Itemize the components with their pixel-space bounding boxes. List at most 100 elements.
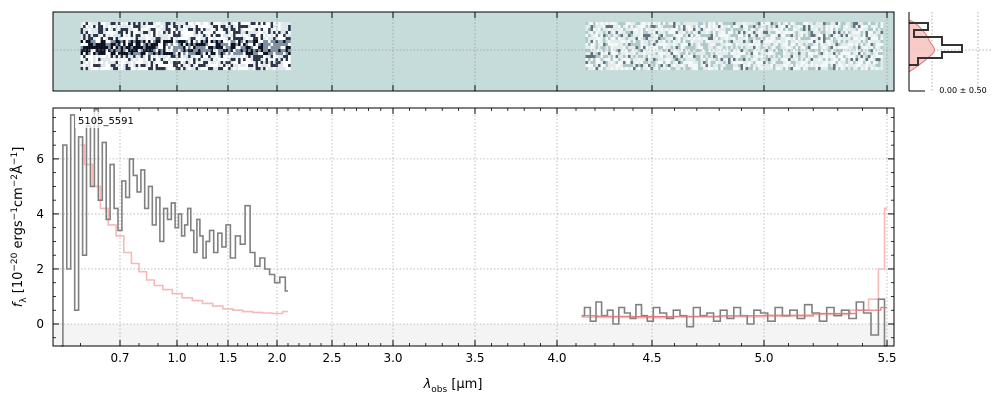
spectrum-2d-pixel: [720, 31, 724, 35]
spectrum-2d-pixel: [738, 64, 741, 68]
spectrum-2d-pixel: [230, 25, 234, 29]
spectrum-2d-pixel: [263, 28, 266, 32]
spectrum-2d-pixel: [95, 40, 99, 44]
spectrum-2d-pixel: [703, 31, 706, 35]
spectrum-2d-pixel: [728, 46, 731, 50]
spectrum-2d-pixel: [138, 40, 141, 44]
spectrum-2d-pixel: [860, 67, 864, 71]
spectrum-2d-pixel: [620, 61, 624, 65]
spectrum-2d-pixel: [723, 52, 726, 56]
spectrum-2d-pixel: [155, 40, 159, 44]
spectrum-2d-pixel: [168, 43, 171, 47]
spectrum-2d-pixel: [783, 46, 786, 50]
spectrum-2d-pixel: [88, 49, 91, 53]
spectrum-2d-pixel: [855, 28, 859, 32]
object-label: 5105_5591: [78, 116, 134, 127]
profile-label: 0.00 ± 0.50: [939, 86, 986, 95]
spectrum-2d-pixel: [248, 25, 251, 29]
spectrum-2d-pixel: [610, 58, 614, 62]
spectrum-2d-pixel: [610, 37, 614, 41]
spectrum-2d-pixel: [693, 61, 696, 65]
spectrum-2d-pixel: [855, 40, 859, 44]
spectrum-2d-pixel: [800, 46, 804, 50]
spectrum-2d-pixel: [730, 58, 734, 62]
spectrum-2d-pixel: [745, 49, 749, 53]
spectrum-2d-pixel: [680, 22, 684, 26]
spectrum-2d-pixel: [840, 61, 844, 65]
spectrum-2d-pixel: [175, 40, 179, 44]
spectrum-2d-pixel: [108, 58, 111, 62]
spectrum-2d-pixel: [738, 28, 741, 32]
spectrum-2d-pixel: [263, 64, 266, 68]
spectrum-2d-pixel: [168, 37, 171, 41]
spectrum-2d-pixel: [793, 34, 796, 38]
spectrum-2d-pixel: [770, 37, 774, 41]
spectrum-2d-pixel: [820, 64, 824, 68]
spectrum-2d-pixel: [158, 25, 161, 29]
spectrum-2d-pixel: [595, 49, 599, 53]
spectrum-2d-pixel: [880, 58, 884, 62]
spectrum-2d-pixel: [205, 52, 209, 56]
spectrum-2d-pixel: [743, 58, 746, 62]
spectrum-2d-pixel: [600, 43, 604, 47]
spectrum-2d-pixel: [783, 43, 786, 47]
spectrum-2d-pixel: [743, 67, 746, 71]
spectrum-2d-pixel: [195, 28, 199, 32]
spectrum-2d-pixel: [765, 43, 769, 47]
spectrum-2d-pixel: [843, 22, 846, 26]
spectrum-2d-pixel: [220, 31, 224, 35]
spectrum-2d-pixel: [680, 37, 684, 41]
spectrum-2d-pixel: [235, 67, 239, 71]
spectrum-2d-pixel: [653, 64, 656, 68]
spectrum-2d-pixel: [260, 37, 264, 41]
spectrum-2d-pixel: [675, 55, 679, 59]
spectrum-2d-pixel: [248, 52, 251, 56]
spectrum-2d-pixel: [713, 34, 716, 38]
spectrum-2d-pixel: [663, 64, 666, 68]
spectrum-2d-pixel: [90, 67, 94, 71]
spectrum-2d-pixel: [743, 28, 746, 32]
spectrum-2d-pixel: [88, 37, 91, 41]
spectrum-2d-pixel: [218, 28, 221, 32]
spectrum-2d-pixel: [788, 52, 791, 56]
spectrum-2d-pixel: [613, 46, 616, 50]
spectrum-2d-pixel: [173, 40, 176, 44]
spectrum-2d-pixel: [165, 37, 169, 41]
spectrum-2d-pixel: [588, 43, 591, 47]
spectrum-2d-pixel: [178, 31, 181, 35]
spectrum-2d-pixel: [108, 52, 111, 56]
spectrum-2d-pixel: [683, 28, 686, 32]
spectrum-2d-pixel: [165, 40, 169, 44]
spectrum-2d-pixel: [588, 25, 591, 29]
spectrum-2d-pixel: [740, 58, 744, 62]
spectrum-2d-pixel: [623, 25, 626, 29]
spectrum-2d-pixel: [818, 64, 821, 68]
spectrum-2d-pixel: [208, 25, 211, 29]
spectrum-2d-pixel: [128, 25, 131, 29]
spectrum-2d-pixel: [90, 64, 94, 68]
spectrum-2d-pixel: [838, 55, 841, 59]
spectrum-2d-pixel: [758, 64, 761, 68]
spectrum-2d-pixel: [875, 58, 879, 62]
spectrum-2d-pixel: [285, 34, 289, 38]
spectrum-2d-pixel: [255, 34, 259, 38]
spectrum-2d-pixel: [808, 31, 811, 35]
spectrum-2d-pixel: [188, 55, 191, 59]
spectrum-2d-pixel: [655, 46, 659, 50]
spectrum-2d-pixel: [600, 49, 604, 53]
spectrum-2d-pixel: [805, 52, 809, 56]
spectrum-2d-pixel: [835, 22, 839, 26]
spectrum-2d-pixel: [655, 61, 659, 65]
spectrum-2d-pixel: [850, 25, 854, 29]
spectrum-2d-pixel: [135, 31, 139, 35]
spectrum-2d-pixel: [860, 34, 864, 38]
spectrum-2d-pixel: [738, 43, 741, 47]
spectrum-2d-pixel: [823, 22, 826, 26]
spectrum-2d-pixel: [790, 31, 794, 35]
spectrum-2d-pixel: [860, 55, 864, 59]
spectrum-2d-pixel: [755, 25, 759, 29]
spectrum-2d-pixel: [708, 46, 711, 50]
spectrum-2d-pixel: [190, 58, 194, 62]
spectrum-2d-pixel: [193, 64, 196, 68]
spectrum-2d-pixel: [95, 67, 99, 71]
